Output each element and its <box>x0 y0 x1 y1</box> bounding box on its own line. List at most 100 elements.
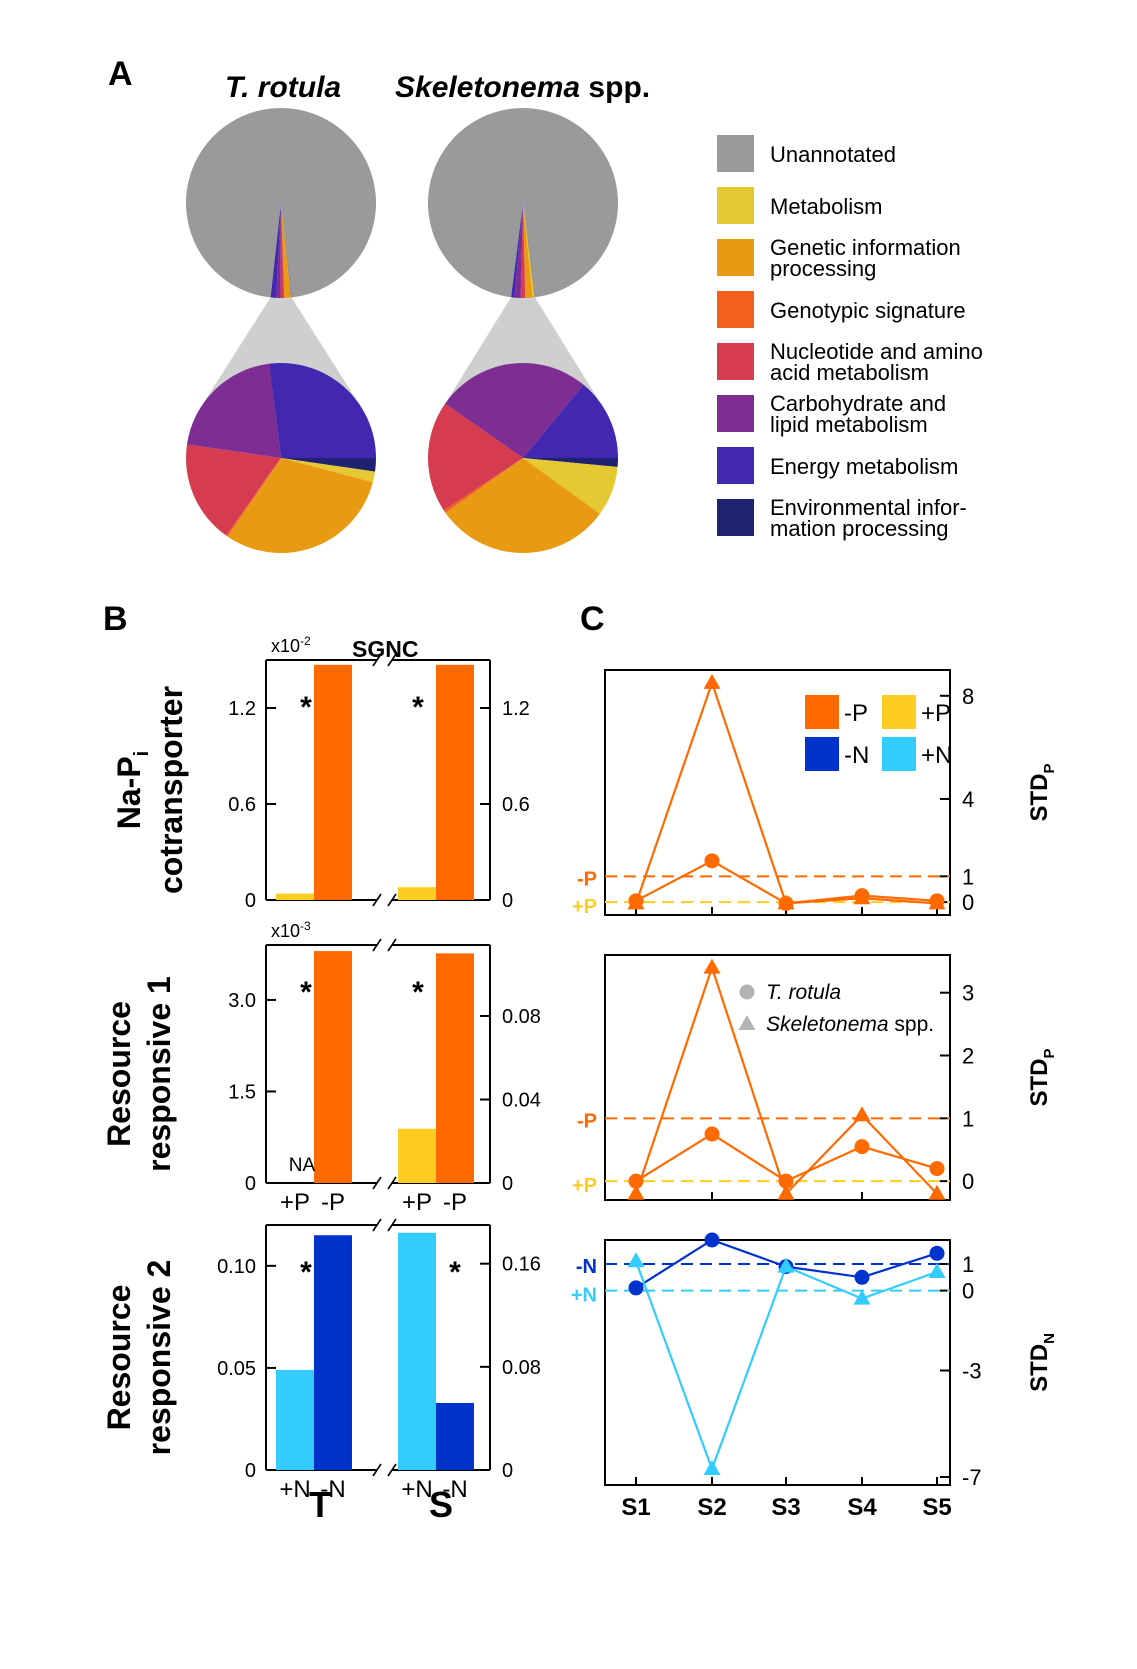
data-point-triangle <box>703 958 721 974</box>
y-tick-label: 1 <box>962 1106 974 1131</box>
pie-slice-genotypic <box>523 203 526 298</box>
y-axis-label-main: STD <box>1026 1344 1053 1392</box>
pie-slice-metabolism <box>523 203 535 298</box>
pie-slice-nucleotide <box>428 403 523 511</box>
row-label: Na-Picotransporter <box>111 686 189 894</box>
group-label-s: S <box>429 1484 453 1525</box>
axis-break <box>387 893 397 907</box>
legend-label: -P <box>844 700 868 727</box>
legend-label: lipid metabolism <box>770 412 928 437</box>
data-point-triangle <box>777 894 795 910</box>
axis-multiplier: x10-2 <box>271 634 311 656</box>
pie-slice-environmental <box>281 203 292 298</box>
line-chart-1: 0 1 2 3 -P +P STDP <box>572 954 1058 1201</box>
data-point-circle <box>854 1269 870 1285</box>
right-tick-label: 0.04 <box>502 1089 541 1111</box>
row-label-line2: responsive 1 <box>141 976 177 1172</box>
data-point-triangle <box>627 1252 645 1268</box>
y-tick-label: -3 <box>962 1358 982 1383</box>
row-label-sub: i <box>131 751 153 757</box>
plot-frame <box>604 954 951 1201</box>
pie-slice-unannotated <box>185 108 376 298</box>
left-tick-label: 1.5 <box>228 1081 256 1103</box>
line-charts: 0148-P+PSTDP0123-P+PSTDP-7-301-N+NSTDNS1… <box>571 669 1058 1521</box>
x-category-label: -P <box>321 1189 345 1216</box>
axis-break <box>387 1176 397 1190</box>
x-category-label: +N <box>401 1476 432 1503</box>
legend-swatch <box>717 395 754 432</box>
data-point-triangle <box>627 1184 645 1200</box>
data-point-circle <box>704 1126 720 1142</box>
category-legend: Unannotated Metabolism Genetic information… <box>717 135 983 541</box>
legend-swatch-minusP <box>805 695 839 729</box>
axis-break <box>372 1463 382 1477</box>
left-tick-label: 0 <box>245 1173 256 1195</box>
axis-break <box>372 1176 382 1190</box>
panel-a-letter: A <box>108 55 133 93</box>
legend-label: mation processing <box>770 516 949 541</box>
multiplier-exp: -3 <box>300 919 311 933</box>
bar-charts: x10-200.61.200.61.2* *Na-Picotransporterx… <box>101 634 541 1525</box>
y-tick-label: 1 <box>962 864 974 889</box>
data-point-triangle <box>703 673 721 689</box>
reference-label: +P <box>572 1175 597 1197</box>
x-category-label: +P <box>402 1189 432 1216</box>
row-label-line1: Resource <box>101 1285 137 1431</box>
pie-slice-carbohydrate <box>445 363 584 458</box>
data-point-triangle <box>928 1262 946 1278</box>
y-axis-label-sub: P <box>1041 1048 1058 1058</box>
legend-label: Skeletonema spp. <box>766 1013 934 1036</box>
pie-group-1 <box>428 107 618 553</box>
y-tick-label: 3 <box>962 981 974 1006</box>
legend-item-unannotated: Unannotated <box>717 135 896 172</box>
y-axis-label-sub: N <box>1041 1333 1058 1344</box>
legend-label-italic: T. rotula <box>766 981 841 1004</box>
pie-slice-genetic <box>445 458 600 553</box>
pie-slice-carbohydrate <box>514 203 523 298</box>
legend-swatch-minusN <box>805 737 839 771</box>
legend-swatch <box>717 343 754 380</box>
legend-label: Genetic information <box>770 235 961 260</box>
pie-slice-nucleotide <box>185 444 281 536</box>
row-label-line1: Na-P <box>111 756 147 829</box>
legend-label: Genotypic signature <box>770 298 966 323</box>
legend-label: Carbohydrate and <box>770 391 946 416</box>
data-point-triangle <box>928 894 946 910</box>
x-category-label: -N <box>320 1476 345 1503</box>
legend-label-plain: spp. <box>889 1013 935 1036</box>
panel-c: C 0148-P+PSTDP0123-P+PSTDP-7-301-N+NSTDN… <box>571 600 1058 1521</box>
legend-label: Nucleotide and amino <box>770 339 983 364</box>
pie-slice-genotypic <box>443 458 523 513</box>
axis-break <box>387 653 397 667</box>
pie-slice-energy <box>523 384 618 458</box>
plot-frame <box>604 669 951 916</box>
pie-title-right: Skeletonema spp. <box>395 71 650 104</box>
pie-slice-carbohydrate <box>186 363 281 458</box>
legend-label: Environmental infor- <box>770 495 967 520</box>
bar-+P <box>398 1128 436 1183</box>
reference-label: -P <box>577 868 597 890</box>
legend-swatch <box>717 499 754 536</box>
row-label-line2: cotransporter <box>153 686 189 894</box>
x-category-label: +P <box>280 1189 310 1216</box>
legend-label: T. rotula <box>766 981 841 1004</box>
left-tick-label: 0.05 <box>217 1358 256 1380</box>
reference-label: -N <box>576 1256 597 1278</box>
pie-slice-environmental <box>523 458 618 467</box>
series-line <box>634 1260 938 1473</box>
data-point-triangle <box>853 1289 871 1305</box>
left-tick-label: 0.6 <box>228 794 256 816</box>
legend-item-genotypic: Genotypic signature <box>717 291 966 328</box>
pie-group-0 <box>185 108 376 553</box>
bar-chart-0: x10-2 0 0.6 1.2 0 0.6 1.2 * * Na-Picotransporter <box>111 634 530 912</box>
y-axis-label: STDP <box>1026 763 1058 821</box>
significance-star: * <box>412 976 424 1009</box>
y-tick-label: 0 <box>962 890 974 915</box>
axis-break <box>372 653 382 667</box>
reference-label: -P <box>577 1110 597 1132</box>
color-legend: -P +P -N +N <box>805 695 952 771</box>
legend-label: acid metabolism <box>770 360 929 385</box>
pie-slice-genetic <box>227 458 373 553</box>
